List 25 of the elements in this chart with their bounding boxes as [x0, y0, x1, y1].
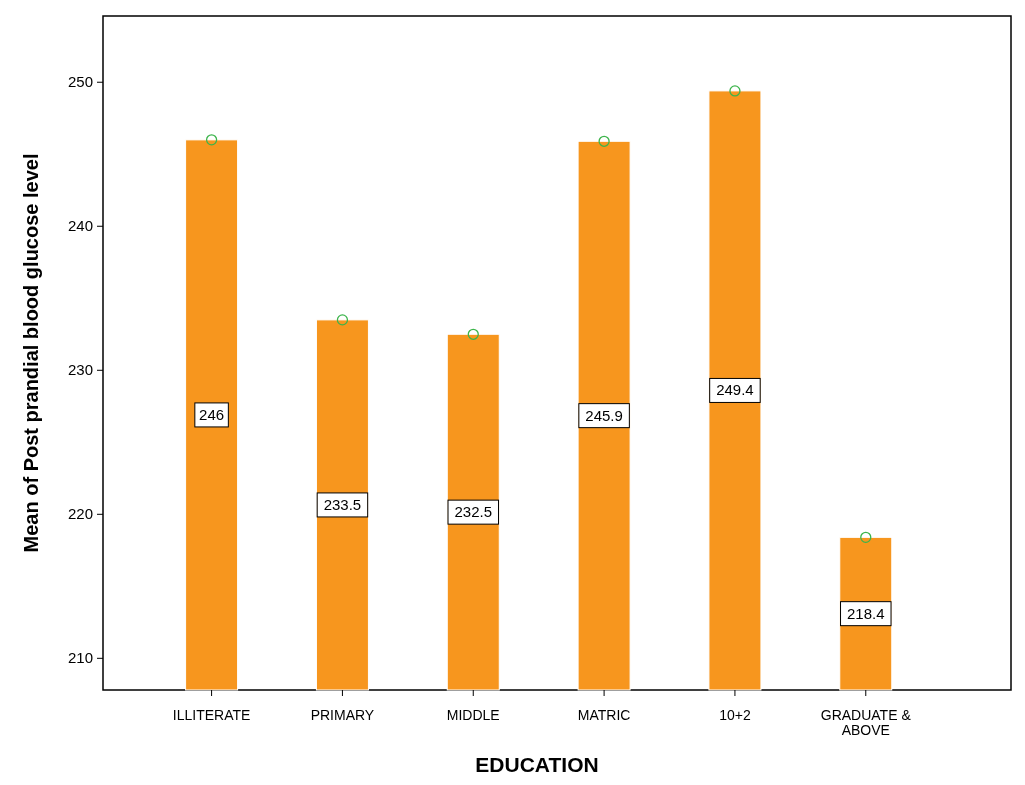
x-axis-title: EDUCATION: [475, 753, 599, 776]
y-tick-label: 250: [67, 73, 93, 91]
y-tick-label: 230: [67, 361, 93, 379]
y-tick-label: 210: [67, 649, 93, 667]
point: [336, 314, 349, 326]
y-axis-title: Mean of Post prandial blood glucose level: [20, 153, 42, 553]
point: [467, 328, 479, 340]
x-tick-label: PRIMARY: [310, 707, 375, 723]
data-label: 218.4: [847, 604, 885, 622]
x-tick-label: ILLITERATE: [172, 707, 251, 723]
data-label: 245.9: [585, 406, 623, 424]
x-tick-label: GRADUATE & ABOVE: [820, 707, 912, 738]
point: [598, 135, 610, 147]
x-tick-label: MIDDLE: [446, 707, 500, 723]
x-tick-label: MATRIC: [577, 707, 631, 723]
data-label: 232.5: [454, 503, 493, 521]
data-label: 249.4: [716, 381, 754, 399]
point: [860, 531, 872, 543]
data-label: 233.5: [323, 495, 362, 513]
y-tick-label: 220: [67, 505, 93, 523]
point: [729, 85, 741, 97]
x-tick-label: 10+2: [719, 707, 751, 723]
y-tick-label: 240: [67, 217, 93, 235]
point: [205, 134, 218, 146]
data-label: 246: [199, 405, 225, 423]
